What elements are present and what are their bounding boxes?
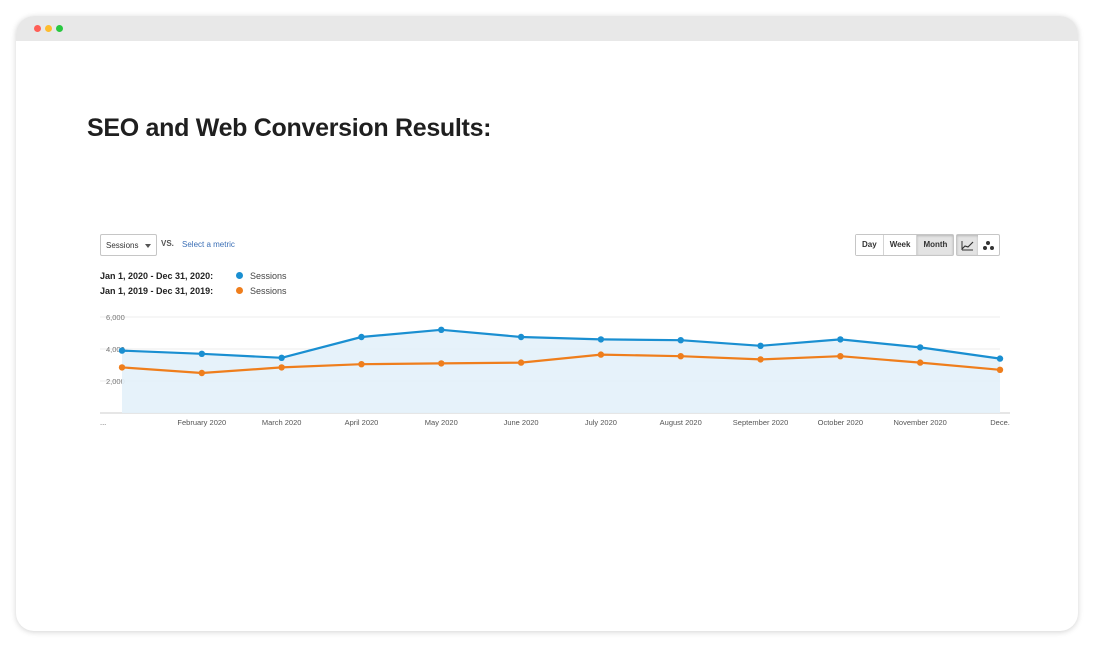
data-point	[916, 359, 924, 366]
metric-select-label: Sessions	[106, 241, 139, 250]
x-tick-label: ...	[100, 418, 106, 427]
close-dot-icon[interactable]	[34, 25, 41, 32]
x-tick-label: September 2020	[733, 418, 788, 427]
x-tick-label: November 2020	[893, 418, 946, 427]
legend-range: Jan 1, 2019 - Dec 31, 2019:	[100, 285, 214, 296]
data-point	[438, 360, 445, 367]
select-metric-link[interactable]: Select a metric	[182, 240, 235, 249]
x-tick-label: February 2020	[177, 418, 226, 427]
data-point	[118, 347, 126, 354]
metric-select[interactable]: Sessions	[100, 234, 157, 256]
legend-range: Jan 1, 2020 - Dec 31, 2020:	[100, 270, 214, 281]
data-point	[757, 342, 764, 349]
period-day-button[interactable]: Day	[856, 235, 884, 255]
data-point	[597, 351, 605, 358]
x-tick-label: Dece...	[990, 418, 1010, 427]
line-chart-icon[interactable]	[957, 235, 978, 255]
series-area	[122, 329, 1000, 413]
data-point	[198, 369, 206, 377]
legend-entry[interactable]: Jan 1, 2020 - Dec 31, 2020: Sessions	[100, 268, 287, 283]
data-point	[677, 337, 684, 344]
legend-dot-icon	[236, 272, 243, 279]
legend-entry[interactable]: Jan 1, 2019 - Dec 31, 2019: Sessions	[100, 283, 287, 298]
data-point	[597, 336, 605, 343]
data-point	[278, 364, 285, 371]
data-point	[996, 366, 1004, 373]
x-tick-label: March 2020	[262, 418, 302, 427]
maximize-dot-icon[interactable]	[56, 25, 63, 32]
window-titlebar	[16, 16, 1078, 41]
y-tick-label: 2,000	[106, 377, 125, 386]
data-point	[198, 350, 206, 357]
legend-dot-icon	[236, 287, 243, 294]
chevron-down-icon	[145, 244, 151, 248]
legend-series: Sessions	[250, 285, 287, 296]
sessions-line-chart[interactable]: 6,000 4,000 2,000... February 2020 March 202…	[100, 233, 1010, 433]
series-line-1	[121, 353, 1001, 375]
motion-chart-icon[interactable]	[978, 235, 999, 255]
browser-window: SEO and Web Conversion Results: Sessions…	[16, 16, 1078, 631]
x-tick-label: October 2020	[818, 418, 863, 427]
y-tick-label: 4,000	[106, 345, 125, 354]
period-month-button[interactable]: Month	[917, 235, 954, 255]
x-tick-label: April 2020	[345, 418, 379, 427]
vs-label: VS.	[161, 239, 174, 248]
x-tick-label: July 2020	[585, 418, 617, 427]
data-point	[517, 333, 525, 341]
data-point	[438, 326, 445, 333]
page-title: SEO and Web Conversion Results:	[87, 114, 492, 142]
x-tick-label: August 2020	[660, 418, 702, 427]
period-week-button[interactable]: Week	[883, 235, 918, 255]
data-point	[837, 336, 844, 343]
x-tick-label: June 2020	[504, 418, 539, 427]
minimize-dot-icon[interactable]	[45, 25, 52, 32]
data-point	[677, 353, 684, 360]
data-point	[358, 333, 365, 341]
data-point	[916, 344, 924, 351]
series-line-0	[121, 328, 1001, 360]
chart-view-toggle	[956, 234, 1000, 256]
chart-legend: Jan 1, 2020 - Dec 31, 2020: Sessions Jan…	[100, 268, 287, 298]
data-point	[996, 355, 1004, 362]
analytics-chart-panel: Sessions VS. Select a metric Day Week Mo…	[100, 233, 1010, 433]
x-tick-label: May 2020	[425, 418, 458, 427]
y-tick-label: 6,000	[106, 313, 125, 322]
data-point	[837, 353, 844, 360]
legend-series: Sessions	[250, 270, 287, 281]
period-toggle: Day Week Month	[855, 234, 955, 256]
data-point	[118, 364, 126, 371]
data-point	[517, 359, 525, 366]
data-point	[358, 361, 365, 368]
data-point	[757, 356, 764, 363]
data-point	[278, 354, 285, 361]
